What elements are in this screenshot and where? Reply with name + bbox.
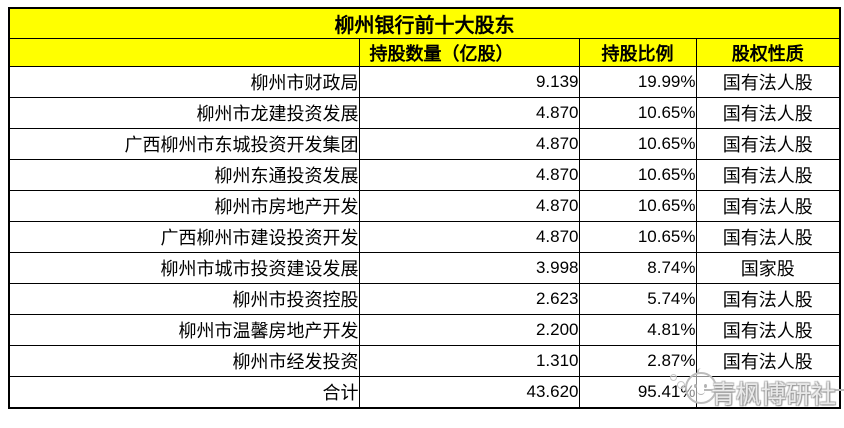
table-row: 广西柳州市建设投资开发 4.870 10.65% 国有法人股: [8, 221, 841, 253]
equity-nature-cell: 国有法人股: [695, 97, 841, 129]
shareholder-name-cell: 柳州市投资控股: [8, 283, 360, 315]
shareholder-name-cell: 广西柳州市建设投资开发: [8, 221, 360, 253]
table-row: 柳州市龙建投资发展 4.870 10.65% 国有法人股: [8, 97, 841, 129]
mascot-eye-icon: [704, 384, 707, 388]
ratio-value-cell: 10.65%: [578, 190, 697, 222]
mascot-eye-icon: [694, 384, 697, 388]
shareholder-name-cell: 柳州东通投资发展: [8, 159, 360, 191]
ratio-value-cell: 19.99%: [578, 66, 697, 98]
ratio-value-cell: 8.74%: [578, 252, 697, 284]
shareholders-table: 柳州银行前十大股东 持股数量（亿股） 持股比例 股权性质 柳州市财政局 9.13…: [8, 7, 841, 409]
ratio-value-cell: 5.74%: [578, 283, 697, 315]
total-shares-cell: 43.620: [358, 376, 580, 409]
header-nature: 股权性质: [695, 38, 841, 67]
equity-nature-cell: 国有法人股: [695, 314, 841, 346]
equity-nature-cell: 国有法人股: [695, 159, 841, 191]
equity-nature-cell: 国有法人股: [695, 128, 841, 160]
watermark-bubble-icon: [677, 381, 685, 389]
equity-nature-cell: 国家股: [695, 252, 841, 284]
ratio-value-cell: 4.81%: [578, 314, 697, 346]
mascot-tuft-icon: [697, 368, 706, 374]
ratio-value-cell: 10.65%: [578, 221, 697, 253]
table-row: 柳州市投资控股 2.623 5.74% 国有法人股: [8, 283, 841, 315]
shares-value-cell: 3.998: [358, 252, 580, 284]
table-title-row: 柳州银行前十大股东: [8, 7, 841, 39]
shares-value-cell: 1.310: [358, 345, 580, 377]
equity-nature-cell: 国有法人股: [695, 283, 841, 315]
shares-value-cell: 9.139: [358, 66, 580, 98]
shareholder-name-cell: 柳州市温馨房地产开发: [8, 314, 360, 346]
table-row: 柳州市经发投资 1.310 2.87% 国有法人股: [8, 345, 841, 377]
shareholder-name-cell: 柳州市龙建投资发展: [8, 97, 360, 129]
ratio-value-cell: 10.65%: [578, 128, 697, 160]
watermark-line: [829, 389, 844, 391]
watermark-line: [704, 389, 713, 391]
shares-value-cell: 4.870: [358, 190, 580, 222]
shares-value-cell: 4.870: [358, 128, 580, 160]
table-row: 柳州东通投资发展 4.870 10.65% 国有法人股: [8, 159, 841, 191]
header-empty-cell: [8, 38, 360, 67]
total-label-cell: 合计: [8, 376, 360, 409]
ratio-value-cell: 2.87%: [578, 345, 697, 377]
shares-value-cell: 2.200: [358, 314, 580, 346]
table-row: 柳州市温馨房地产开发 2.200 4.81% 国有法人股: [8, 314, 841, 346]
shareholder-name-cell: 柳州市财政局: [8, 66, 360, 98]
ratio-value-cell: 10.65%: [578, 159, 697, 191]
mascot-mouth-icon: [697, 390, 705, 395]
shareholder-name-cell: 柳州市房地产开发: [8, 190, 360, 222]
equity-nature-cell: 国有法人股: [695, 221, 841, 253]
shareholder-name-cell: 广西柳州市东城投资开发集团: [8, 128, 360, 160]
table-row: 柳州市城市投资建设发展 3.998 8.74% 国家股: [8, 252, 841, 284]
table-row: 柳州市财政局 9.139 19.99% 国有法人股: [8, 66, 841, 98]
total-row: 合计 43.620 95.41%: [8, 376, 841, 409]
ratio-value-cell: 10.65%: [578, 97, 697, 129]
watermark-bubble-icon: [670, 374, 677, 381]
watermark-mascot-icon: [685, 368, 717, 404]
table-title: 柳州银行前十大股东: [8, 7, 841, 39]
shareholder-name-cell: 柳州市经发投资: [8, 345, 360, 377]
total-nature-cell: [695, 376, 841, 409]
shares-value-cell: 4.870: [358, 97, 580, 129]
shares-value-cell: 2.623: [358, 283, 580, 315]
shares-value-cell: 4.870: [358, 159, 580, 191]
watermark-text: 青枫博研社: [711, 382, 837, 409]
header-ratio: 持股比例: [578, 38, 697, 67]
table-header-row: 持股数量（亿股） 持股比例 股权性质: [8, 38, 841, 67]
header-shares: 持股数量（亿股）: [358, 38, 580, 67]
equity-nature-cell: 国有法人股: [695, 190, 841, 222]
shareholder-name-cell: 柳州市城市投资建设发展: [8, 252, 360, 284]
shares-value-cell: 4.870: [358, 221, 580, 253]
equity-nature-cell: 国有法人股: [695, 345, 841, 377]
equity-nature-cell: 国有法人股: [695, 66, 841, 98]
table-row: 广西柳州市东城投资开发集团 4.870 10.65% 国有法人股: [8, 128, 841, 160]
shareholders-table-wrap: 柳州银行前十大股东 持股数量（亿股） 持股比例 股权性质 柳州市财政局 9.13…: [8, 7, 841, 409]
table-row: 柳州市房地产开发 4.870 10.65% 国有法人股: [8, 190, 841, 222]
